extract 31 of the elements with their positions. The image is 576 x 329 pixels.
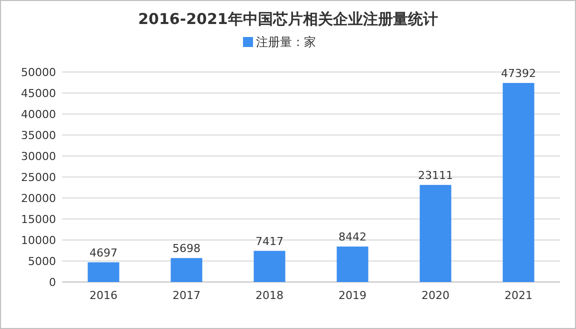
- bar: [88, 262, 120, 282]
- y-tick-label: 30000: [21, 150, 56, 163]
- x-tick-label: 2016: [90, 289, 118, 302]
- bar: [420, 184, 452, 282]
- legend-label: 注册量：家: [256, 35, 316, 49]
- bar: [254, 250, 286, 282]
- y-tick-label: 50000: [21, 66, 56, 79]
- bar: [502, 82, 534, 282]
- x-tick-label: 2021: [504, 289, 532, 302]
- y-tick-label: 40000: [21, 108, 56, 121]
- data-label: 47392: [501, 66, 536, 80]
- y-tick-label: 20000: [21, 192, 56, 205]
- y-tick-label: 15000: [21, 213, 56, 226]
- bar: [170, 258, 202, 282]
- y-tick-label: 25000: [21, 171, 56, 184]
- data-label: 5698: [172, 242, 200, 256]
- x-tick-label: 2019: [338, 289, 366, 302]
- y-tick-label: 35000: [21, 129, 56, 142]
- x-tick-label: 2017: [172, 289, 200, 302]
- y-tick-label: 0: [49, 276, 56, 289]
- data-label: 7417: [256, 234, 284, 248]
- y-tick-label: 10000: [21, 234, 56, 247]
- bar: [336, 246, 368, 282]
- y-tick-label: 45000: [21, 87, 56, 100]
- data-label: 8442: [338, 230, 366, 244]
- data-label: 4697: [90, 246, 118, 260]
- x-tick-label: 2018: [256, 289, 284, 302]
- data-label: 23111: [418, 168, 453, 182]
- y-tick-label: 5000: [28, 255, 56, 268]
- chart-title: 2016-2021年中国芯片相关企业注册量统计: [138, 10, 438, 28]
- x-tick-label: 2020: [422, 289, 450, 302]
